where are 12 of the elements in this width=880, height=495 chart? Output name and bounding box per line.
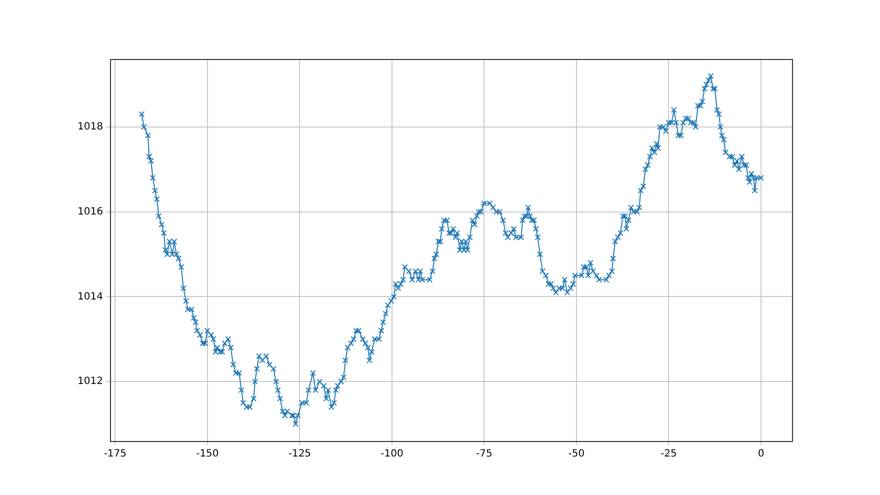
x-tick-label: -50: [568, 448, 585, 460]
y-tick-label: 1018: [78, 122, 103, 133]
x-tick-label: -175: [104, 448, 127, 460]
y-tick-label: 1012: [78, 376, 103, 388]
x-tick-label: -100: [380, 448, 404, 460]
x-tick-label: -25: [660, 448, 677, 460]
x-tick-label: -75: [476, 448, 492, 460]
x-tick-label: -125: [288, 448, 312, 460]
x-tick-label: -150: [196, 448, 219, 460]
x-tick-label: 0: [758, 448, 764, 460]
y-tick-label: 1016: [78, 206, 103, 218]
y-tick-label: 1014: [78, 291, 103, 302]
